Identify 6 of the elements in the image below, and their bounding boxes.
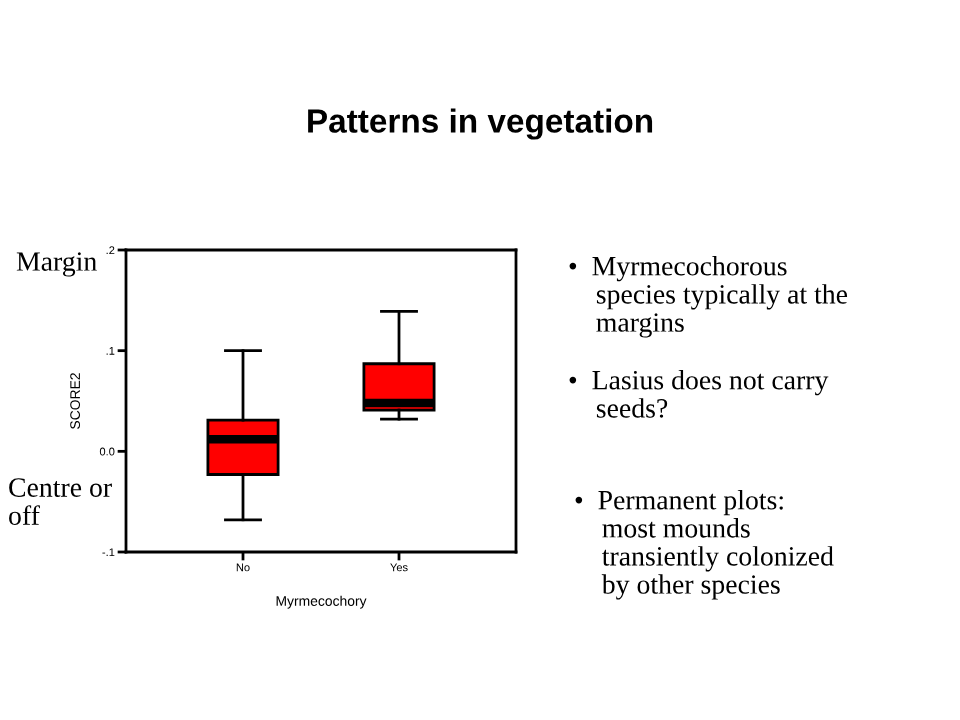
text: Margin	[16, 252, 97, 277]
text: • Lasius does not carry seeds?	[569, 370, 829, 418]
text: Centre or off	[9, 478, 112, 525]
text: • Myrmecochorous species typically at the margins	[569, 256, 848, 338]
text: • Permanent plots: most mounds transiently colonized by other species	[575, 490, 834, 600]
chart-title: Patterns in vegetation	[308, 108, 653, 140]
